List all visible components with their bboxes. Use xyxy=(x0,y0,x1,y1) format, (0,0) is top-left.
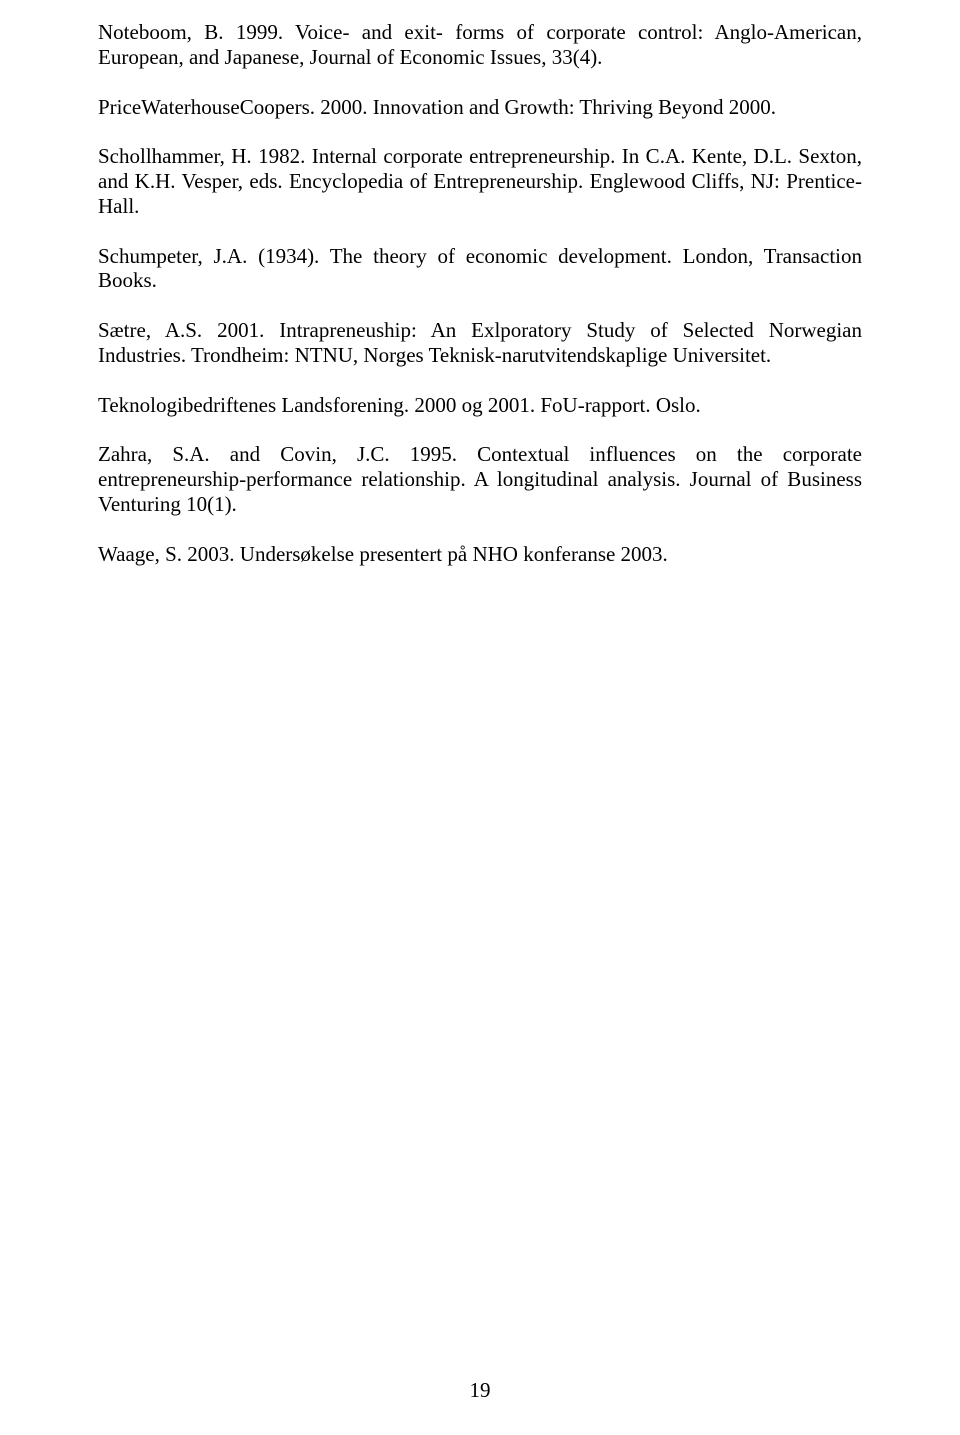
reference-entry: Schollhammer, H. 1982. Internal corporat… xyxy=(98,144,862,218)
page: Noteboom, B. 1999. Voice- and exit- form… xyxy=(0,0,960,1435)
reference-entry: Teknologibedriftenes Landsforening. 2000… xyxy=(98,393,862,418)
reference-entry: Noteboom, B. 1999. Voice- and exit- form… xyxy=(98,20,862,70)
page-number: 19 xyxy=(0,1378,960,1403)
reference-entry: Zahra, S.A. and Covin, J.C. 1995. Contex… xyxy=(98,442,862,516)
reference-entry: Schumpeter, J.A. (1934). The theory of e… xyxy=(98,244,862,294)
reference-entry: Waage, S. 2003. Undersøkelse presentert … xyxy=(98,542,862,567)
reference-entry: Sætre, A.S. 2001. Intrapreneuship: An Ex… xyxy=(98,318,862,368)
reference-entry: PriceWaterhouseCoopers. 2000. Innovation… xyxy=(98,95,862,120)
